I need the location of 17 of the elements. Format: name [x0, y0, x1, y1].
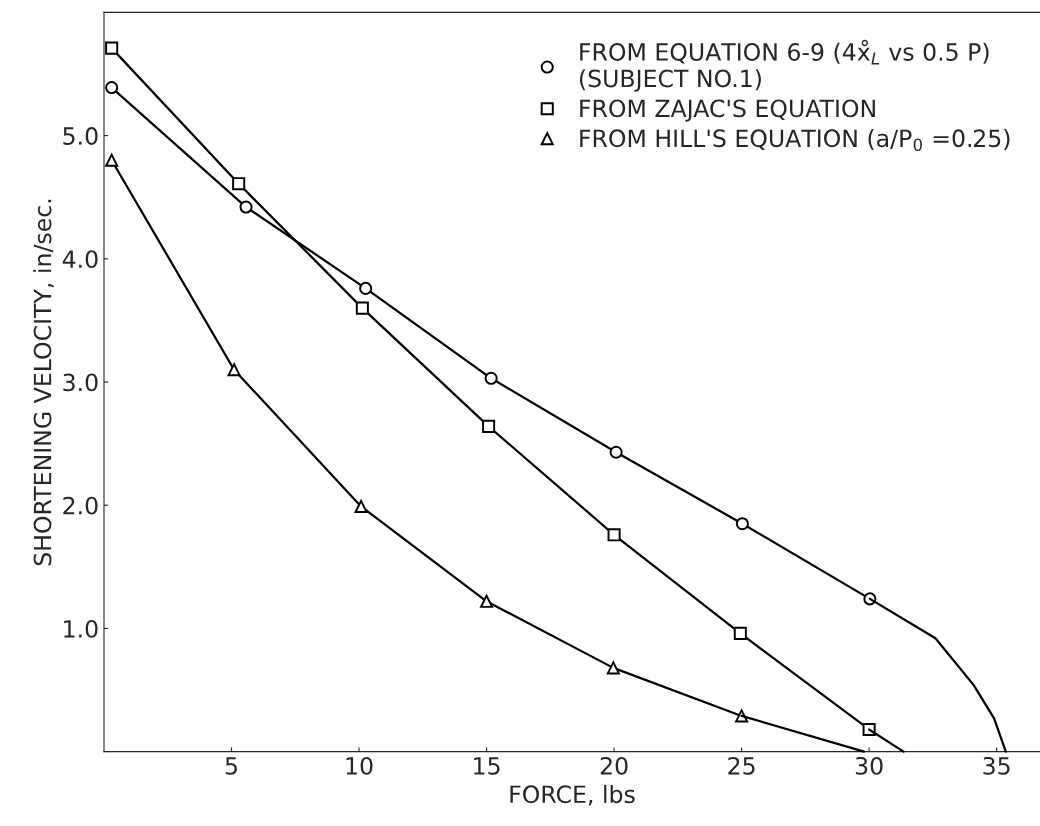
y-axis-title: SHORTENING VELOCITY, in/sec. — [33, 199, 54, 566]
y-tick-label: 5.0 — [63, 127, 98, 145]
y-tick-label: 4.0 — [62, 250, 98, 269]
x-tick-label: 25 — [728, 756, 755, 775]
x-tick-label: 10 — [346, 756, 373, 775]
x-tick-label: 15 — [474, 757, 500, 775]
y-tick-label: 2.0 — [63, 496, 98, 515]
text: FROM EQUATION 6-9 (4x̊$_{L}$ vs 0.5 P) (SUBJECT NO.1) — [579, 39, 989, 92]
x-axis-title: FORCE, lbs — [510, 784, 635, 806]
y-tick-label: 1.0 — [64, 619, 98, 638]
x-tick-label: 30 — [855, 756, 883, 775]
y-tick-label: 3.0 — [63, 373, 98, 392]
x-tick-label: 35 — [983, 756, 1010, 775]
legend-label: FROM ZAJAC'S EQUATION — [580, 99, 875, 122]
legend-label: FROM HILL'S EQUATION (a/P$_{0}$ =0.25) — [580, 128, 1010, 151]
x-tick-label: 20 — [600, 756, 628, 775]
x-tick-label: 5 — [225, 757, 237, 775]
